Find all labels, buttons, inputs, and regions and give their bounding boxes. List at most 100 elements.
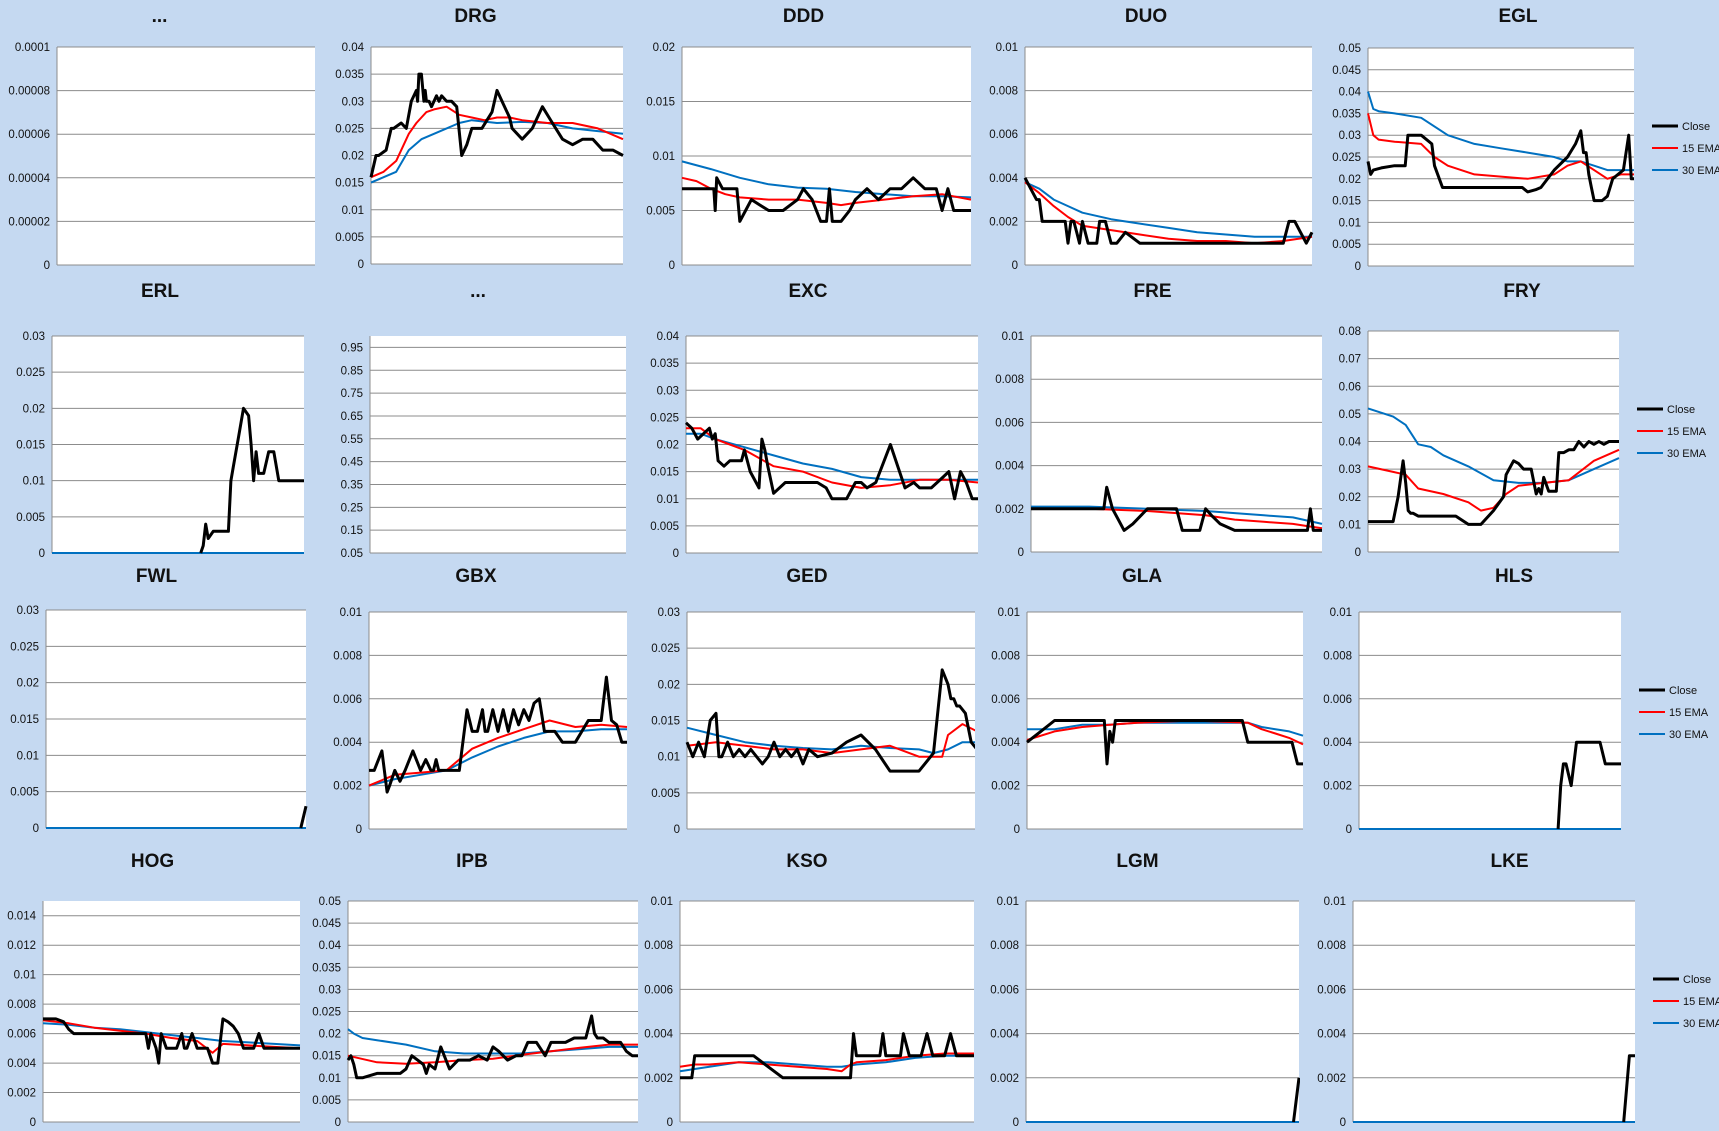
y-tick-label: 0.008 (989, 86, 1018, 98)
y-tick-label: 0.03 (17, 605, 39, 617)
y-tick-label: 0.75 (341, 388, 363, 400)
chart-svg: 0 0.002 0.004 0.006 0.008 0.01 (644, 896, 974, 1129)
y-tick-label: 0.85 (341, 365, 363, 377)
y-tick-label: 0.02 (653, 42, 675, 54)
y-tick-label: 0.015 (10, 714, 39, 726)
y-tick-label: 0.45 (341, 457, 363, 469)
y-tick-label: 0.25 (341, 502, 363, 514)
y-tick-label: 0.00008 (8, 86, 50, 98)
y-tick-label: 0.005 (1332, 239, 1361, 251)
y-tick-label: 0.01 (1324, 896, 1346, 908)
chart-title: IPB (456, 851, 488, 872)
plot-area (1026, 901, 1299, 1122)
y-tick-label: 0 (673, 548, 679, 560)
chart-svg: 0 0.005 0.01 0.015 0.02 0.025 0.03 0.035 0.04 (650, 331, 979, 560)
y-tick-label: 0.025 (10, 641, 39, 653)
y-tick-label: 0.008 (644, 940, 673, 952)
y-tick-label: 0.03 (1339, 130, 1361, 142)
legend-entry: 15 EMA (1682, 143, 1719, 155)
legend-entry: 15 EMA (1683, 996, 1719, 1008)
chart-tile-8: 0 0.002 0.004 0.006 0.008 0.01 FRE (980, 275, 1325, 560)
chart-tile-0: 0 0.00002 0.00004 0.00006 0.00008 0.0001... (0, 0, 319, 275)
y-tick-label: 0.01 (14, 970, 36, 982)
chart-tile-13: 0 0.002 0.004 0.006 0.008 0.01 GLA (975, 560, 1309, 845)
y-tick-label: 0.07 (1339, 354, 1361, 366)
y-tick-label: 0.025 (1332, 152, 1361, 164)
chart-tile-10: 0 0.005 0.01 0.015 0.02 0.025 0.03 FWL (0, 560, 313, 845)
y-tick-label: 0.03 (1339, 464, 1361, 476)
y-tick-label: 0.005 (335, 232, 364, 244)
chart-tile-12: 0 0.005 0.01 0.015 0.02 0.025 0.03 GED (639, 560, 975, 845)
series-line-close (1292, 1077, 1300, 1123)
chart-svg: 0 0.00002 0.00004 0.00006 0.00008 0.0001 (8, 42, 315, 272)
y-tick-label: 0.006 (333, 694, 362, 706)
chart-title: LKE (1490, 851, 1529, 872)
y-tick-label: 0.55 (341, 434, 363, 446)
y-tick-label: 0.05 (1339, 43, 1361, 55)
y-tick-label: 0 (1018, 547, 1024, 559)
chart-tile-5: 0 0.005 0.01 0.015 0.02 0.025 0.03 ERL (0, 275, 320, 560)
y-tick-label: 0.002 (991, 781, 1020, 793)
series-line-ema30 (1031, 505, 1323, 525)
y-tick-label: 0.035 (1332, 108, 1361, 120)
chart-svg: 0 0.005 0.01 0.015 0.02 0.025 0.03 0.035 0.04 0.0… (312, 896, 638, 1129)
y-tick-label: 0 (667, 1117, 673, 1129)
y-tick-label: 0.004 (7, 1058, 36, 1070)
chart-tile-6: 0.05 0.15 0.25 0.35 0.45 0.55 0.65 0.75 0.85 0.95… (320, 275, 636, 560)
plot-area (369, 612, 627, 829)
y-tick-label: 0.015 (1332, 196, 1361, 208)
y-tick-label: 0.015 (650, 467, 679, 479)
chart-svg: 0 0.005 0.01 0.015 0.02 0.025 0.03 0.035 0.04 0.0… (1332, 43, 1719, 273)
legend-entry: Close (1667, 404, 1695, 416)
series-line-ema15 (1031, 507, 1323, 530)
y-tick-label: 0.02 (1339, 174, 1361, 186)
y-tick-label: 0.03 (342, 96, 364, 108)
y-tick-label: 0 (39, 548, 45, 560)
plot-area (57, 47, 315, 265)
y-tick-label: 0 (356, 824, 362, 836)
chart-title: GED (786, 566, 828, 587)
y-tick-label: 0.01 (997, 896, 1019, 908)
plot-area (370, 336, 626, 553)
y-tick-label: 0.01 (1002, 331, 1024, 343)
y-tick-label: 0 (33, 823, 39, 835)
y-tick-label: 0.008 (1317, 940, 1346, 952)
chart-tile-9: 0 0.01 0.02 0.03 0.04 0.05 0.06 0.07 0.08 Close 15… (1325, 275, 1719, 560)
y-tick-label: 0.006 (995, 417, 1024, 429)
y-tick-label: 0.05 (341, 548, 363, 560)
y-tick-label: 0.04 (1339, 437, 1362, 449)
y-tick-label: 0.004 (995, 461, 1024, 473)
y-tick-label: 0 (358, 259, 364, 271)
y-tick-label: 0.004 (333, 737, 362, 749)
y-tick-label: 0.006 (644, 984, 673, 996)
y-tick-label: 0.025 (312, 1007, 341, 1019)
series-line-close (680, 1032, 974, 1080)
y-tick-label: 0.02 (23, 403, 45, 415)
legend-entry: 15 EMA (1669, 707, 1709, 719)
y-tick-label: 0.002 (644, 1073, 673, 1085)
y-tick-label: 0 (1346, 824, 1352, 836)
chart-title: EGL (1498, 6, 1538, 27)
chart-title: EXC (788, 281, 828, 302)
chart-tile-16: 0 0.005 0.01 0.015 0.02 0.025 0.03 0.035 0.04 0.0… (305, 845, 639, 1131)
y-tick-label: 0.005 (646, 206, 675, 218)
y-tick-label: 0 (30, 1117, 36, 1129)
y-tick-label: 0.01 (23, 476, 45, 488)
chart-svg: 0 0.002 0.004 0.006 0.008 0.01 (333, 607, 628, 836)
y-tick-label: 0.005 (312, 1095, 341, 1107)
y-tick-label: 0.025 (16, 367, 45, 379)
y-tick-label: 0.0001 (15, 42, 50, 54)
series-line-close (684, 421, 978, 501)
series-line-close (43, 1017, 300, 1065)
series-line-ema15 (1367, 448, 1620, 512)
series-line-ema15 (347, 1043, 638, 1065)
y-tick-label: 0.01 (658, 752, 680, 764)
y-tick-label: 0.005 (10, 787, 39, 799)
plot-area (1353, 901, 1635, 1122)
plot-area (680, 901, 974, 1122)
chart-title: KSO (786, 851, 828, 872)
y-tick-label: 0.04 (342, 42, 365, 54)
chart-title: ERL (141, 281, 179, 302)
plot-area (1031, 336, 1322, 552)
